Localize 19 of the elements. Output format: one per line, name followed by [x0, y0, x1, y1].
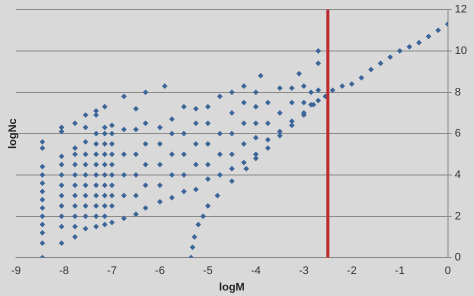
x-tick-label: -2 [346, 265, 357, 278]
x-tick-label: -7 [107, 265, 117, 278]
y-tick-label: 2 [454, 210, 461, 222]
y-axis-title: logNc [7, 118, 20, 149]
y-tick-label: 4 [454, 168, 461, 181]
y-tick-label: 6 [454, 128, 461, 140]
y-tick-label: 8 [454, 86, 461, 98]
x-tick-label: -3 [298, 265, 309, 278]
y-tick-label: 12 [454, 4, 468, 16]
x-tick-label: -8 [59, 265, 69, 278]
x-tick-label: -5 [203, 265, 213, 278]
x-tick-label: -4 [250, 265, 261, 278]
x-tick-label: -9 [11, 265, 21, 278]
x-axis-title: logM [219, 281, 245, 294]
x-tick-label: -1 [394, 265, 405, 278]
y-tick-label: 0 [454, 252, 461, 264]
y-tick-label: 10 [454, 44, 468, 57]
x-tick-label: 0 [444, 265, 451, 278]
x-tick-label: -6 [155, 265, 165, 278]
